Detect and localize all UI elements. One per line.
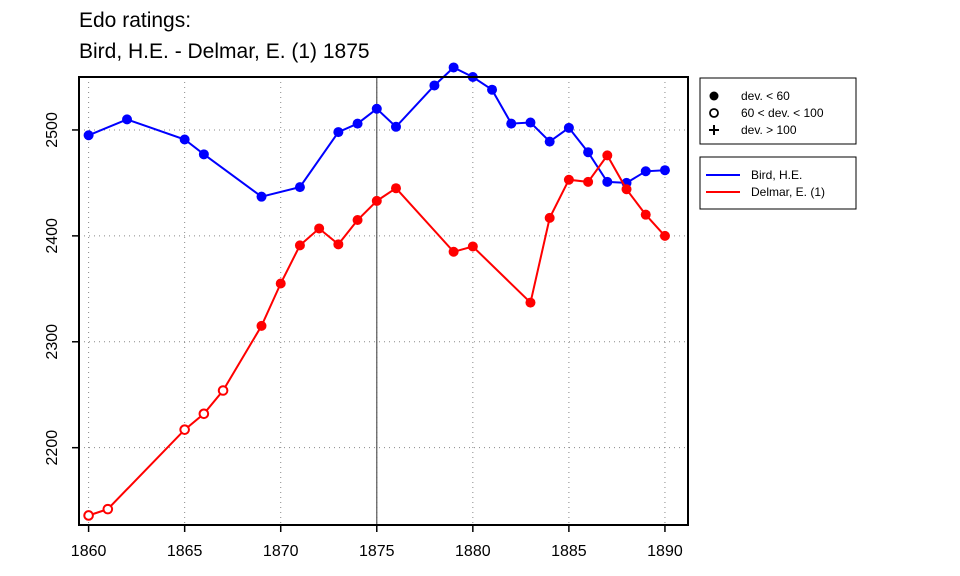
deviation-legend-label: dev. < 60 (741, 89, 790, 103)
data-point (563, 174, 574, 185)
data-point (122, 114, 133, 125)
data-point (198, 149, 209, 160)
chart-title-line1: Edo ratings: (79, 9, 192, 32)
data-point (621, 184, 632, 195)
data-point (583, 147, 594, 158)
data-point (294, 182, 305, 193)
data-point (544, 136, 555, 147)
data-point (602, 176, 613, 187)
x-axis: 1860 1865 1870 1875 1880 1885 1890 (71, 525, 683, 560)
x-tick-label: 1890 (647, 543, 683, 560)
y-axis: 2200 2300 2400 2500 (44, 112, 79, 465)
data-point (429, 80, 440, 91)
data-point (294, 240, 305, 251)
data-point (275, 278, 286, 289)
data-point (448, 62, 459, 73)
data-point (525, 117, 536, 128)
data-point (602, 150, 613, 161)
data-point (352, 118, 363, 129)
deviation-legend: dev. < 60 60 < dev. < 100 dev. > 100 (699, 77, 857, 145)
plot-frame (78, 76, 689, 526)
data-point (544, 212, 555, 223)
data-point (563, 122, 574, 133)
data-point (256, 320, 267, 331)
legend-filled-circle (709, 91, 719, 101)
data-point (659, 230, 670, 241)
x-tick-label: 1870 (263, 543, 299, 560)
legend-open-circle (709, 108, 719, 118)
x-tick-label: 1875 (359, 543, 395, 560)
series-legend-box (699, 156, 857, 210)
series-layer (83, 62, 670, 521)
data-point (333, 127, 344, 138)
data-point (179, 134, 190, 145)
data-point (352, 214, 363, 225)
grid-lines (79, 77, 688, 525)
data-point (390, 183, 401, 194)
data-point (525, 297, 536, 308)
series-legend-label: Delmar, E. (1) (751, 185, 825, 199)
data-point (371, 103, 382, 114)
x-tick-label: 1885 (551, 543, 587, 560)
y-tick-label: 2500 (44, 112, 61, 148)
data-point (583, 176, 594, 187)
data-point (659, 165, 670, 176)
series-0 (83, 62, 670, 202)
data-point (102, 503, 114, 515)
data-point (448, 246, 459, 257)
data-point (198, 408, 210, 420)
data-point (83, 130, 94, 141)
deviation-legend-box (699, 77, 857, 145)
x-tick-label: 1880 (455, 543, 491, 560)
data-point (217, 385, 229, 396)
data-point (640, 209, 651, 220)
data-point (333, 239, 344, 250)
data-point (390, 121, 401, 132)
chart-title-line2: Bird, H.E. - Delmar, E. (1) 1875 (79, 40, 370, 63)
series-1 (83, 150, 670, 521)
data-point (179, 424, 190, 435)
data-point (467, 241, 478, 252)
y-tick-label: 2400 (44, 218, 61, 254)
data-point (371, 195, 382, 206)
data-point (640, 166, 651, 177)
deviation-legend-label: 60 < dev. < 100 (741, 106, 824, 120)
data-point (256, 191, 267, 202)
deviation-legend-label: dev. > 100 (741, 123, 797, 137)
y-tick-label: 2200 (44, 430, 61, 466)
data-point (314, 223, 325, 234)
data-point (487, 84, 498, 95)
data-point (83, 510, 94, 521)
x-tick-label: 1865 (167, 543, 203, 560)
x-tick-label: 1860 (71, 543, 107, 560)
series-legend: Bird, H.E. Delmar, E. (1) (699, 156, 857, 210)
data-point (506, 118, 517, 129)
y-tick-label: 2300 (44, 324, 61, 360)
series-legend-label: Bird, H.E. (751, 168, 802, 182)
